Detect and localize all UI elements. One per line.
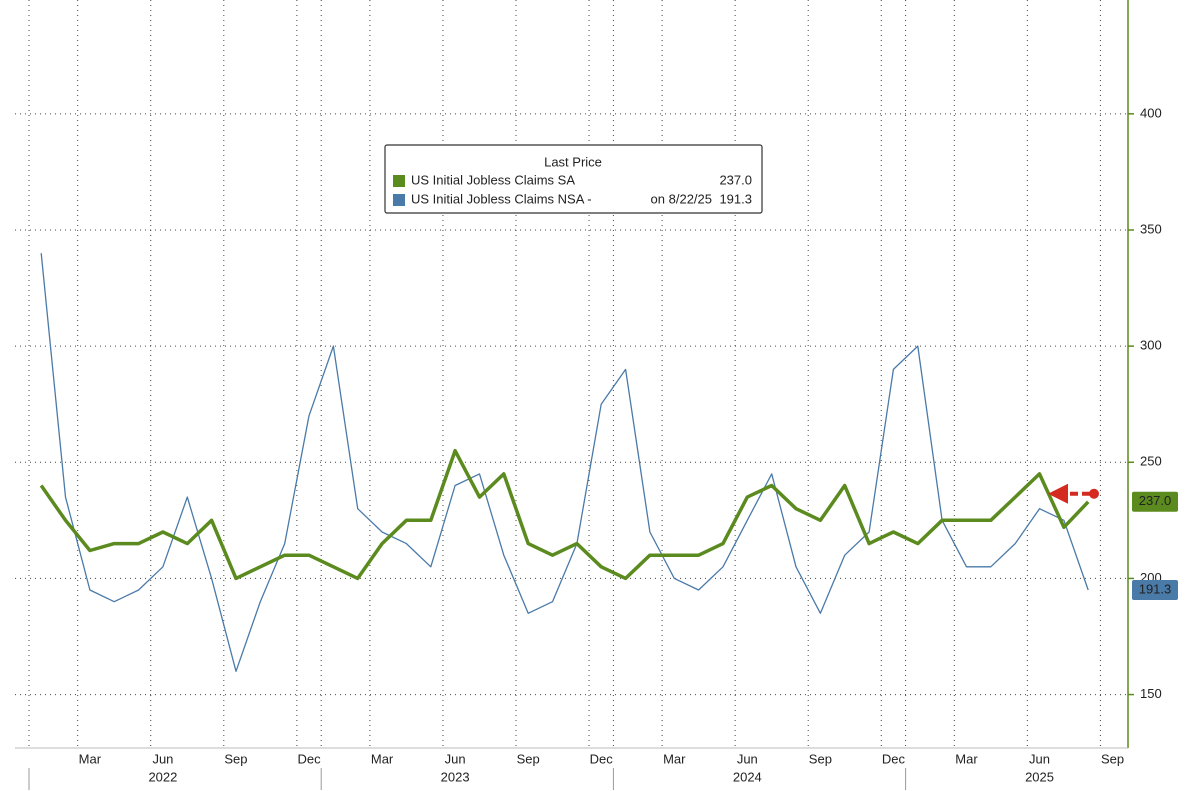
x-tick-label: Mar: [955, 751, 978, 766]
legend-swatch: [393, 175, 405, 187]
x-tick-label: Jun: [152, 751, 173, 766]
y-tick-label: 350: [1140, 221, 1162, 236]
x-tick-label: Jun: [1029, 751, 1050, 766]
legend: Last Price US Initial Jobless Claims SA 23…: [384, 144, 763, 214]
annotation-arrowhead: [1048, 483, 1068, 504]
y-tick-label: 250: [1140, 454, 1162, 469]
legend-note: on 8/22/25: [651, 191, 712, 206]
x-tick-label: Sep: [1101, 751, 1124, 766]
x-tick-label: Jun: [445, 751, 466, 766]
y-tick-label: 400: [1140, 105, 1162, 120]
x-tick-label: Dec: [882, 751, 906, 766]
x-tick-label: Mar: [371, 751, 394, 766]
legend-value: 237.0: [719, 172, 752, 187]
x-tick-label: Sep: [809, 751, 832, 766]
y-tick-label: 150: [1140, 686, 1162, 701]
y-tick-label: 300: [1140, 338, 1162, 353]
last-value-label: 191.3: [1139, 581, 1172, 596]
legend-title: Last Price: [544, 154, 602, 169]
legend-label: US Initial Jobless Claims NSA -: [411, 191, 595, 206]
x-tick-label: Mar: [663, 751, 686, 766]
x-tick-label: Dec: [297, 751, 321, 766]
year-label: 2023: [441, 769, 470, 784]
year-label: 2024: [733, 769, 762, 784]
legend-swatch: [393, 194, 405, 206]
year-label: 2025: [1025, 769, 1054, 784]
legend-box: [384, 144, 763, 214]
year-label: 2022: [148, 769, 177, 784]
x-tick-label: Sep: [224, 751, 247, 766]
x-tick-label: Sep: [517, 751, 540, 766]
x-tick-label: Dec: [590, 751, 614, 766]
series-line: [39, 448, 1090, 581]
last-value-label: 237.0: [1139, 493, 1172, 508]
last-value-tag: [1132, 491, 1178, 512]
x-tick-label: Mar: [79, 751, 102, 766]
annotation-dot: [1089, 488, 1099, 499]
last-value-tag: [1132, 580, 1178, 601]
x-tick-label: Jun: [737, 751, 758, 766]
legend-label: US Initial Jobless Claims SA: [411, 172, 575, 187]
legend-value: 191.3: [719, 191, 752, 206]
series-line: [40, 253, 1089, 672]
